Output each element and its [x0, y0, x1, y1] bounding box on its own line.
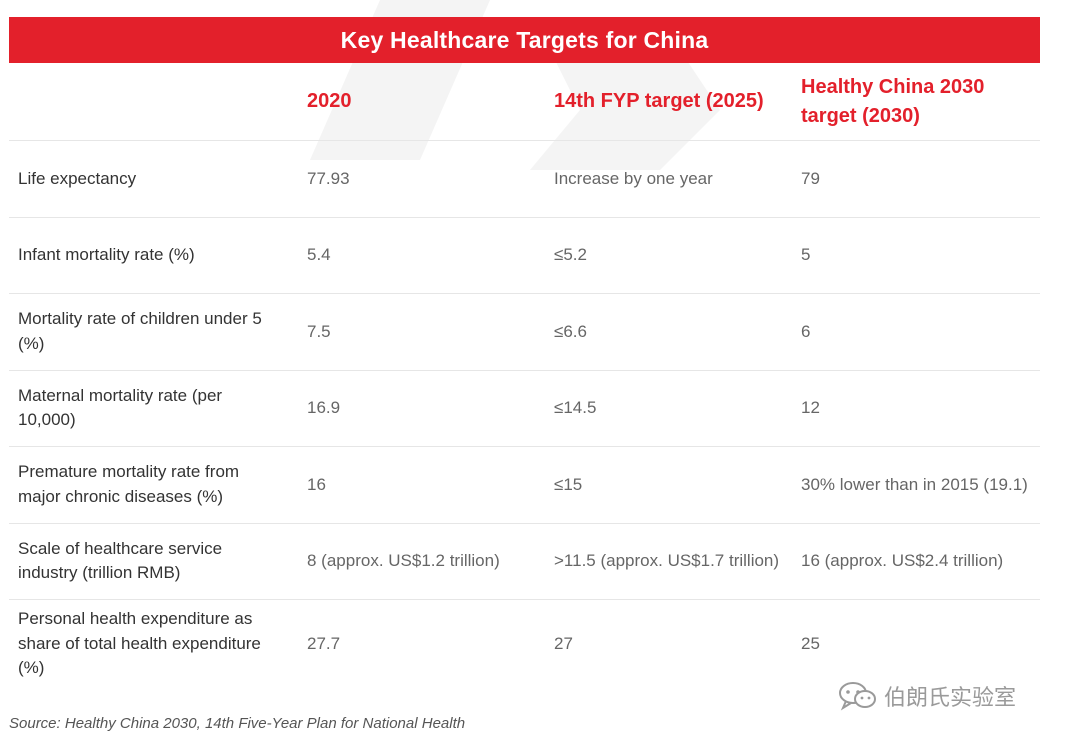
cell-2025: ≤15 — [545, 446, 792, 524]
cell-2030: 16 (approx. US$2.4 trillion) — [792, 523, 1040, 600]
row-label: Infant mortality rate (%) — [9, 217, 298, 294]
table-row: Personal health expenditure as share of … — [9, 600, 1040, 689]
cell-2020: 8 (approx. US$1.2 trillion) — [298, 523, 545, 600]
column-header-2025: 14th FYP target (2025) — [545, 63, 792, 141]
row-label: Personal health expenditure as share of … — [18, 609, 261, 678]
cell-2025: >11.5 (approx. US$1.7 trillion) — [545, 523, 792, 600]
row-label: Maternal mortality rate (per 10,000) — [9, 370, 298, 447]
wechat-icon — [839, 682, 876, 711]
cell-2020: 16.9 — [298, 370, 545, 447]
cell-2020: 5.4 — [298, 217, 545, 294]
table-row: Premature mortality rate from major chro… — [9, 446, 1040, 524]
cell-2020: 27.7 — [307, 633, 341, 653]
row-label: Scale of healthcare service industry (tr… — [9, 523, 298, 600]
column-header-2030: Healthy China 2030 target (2030) — [792, 63, 1040, 141]
title-banner: Key Healthcare Targets for China — [9, 17, 1040, 63]
table-row: Scale of healthcare service industry (tr… — [9, 523, 1040, 600]
table-row: Maternal mortality rate (per 10,000) 16.… — [9, 370, 1040, 447]
cell-2020: 77.93 — [298, 140, 545, 218]
cell-2025: ≤14.5 — [545, 370, 792, 447]
page-title: Key Healthcare Targets for China — [340, 26, 709, 53]
header-row: 2020 14th FYP target (2025) Healthy Chin… — [9, 63, 1040, 141]
column-header — [9, 63, 298, 141]
cell-2030: 6 — [792, 293, 1040, 371]
table-row: Infant mortality rate (%) 5.4 ≤5.2 5 — [9, 217, 1040, 294]
source-note: Source: Healthy China 2030, 14th Five-Ye… — [9, 715, 466, 732]
cell-2030: 5 — [792, 217, 1040, 294]
cell-2025: Increase by one year — [545, 140, 792, 218]
row-label: Life expectancy — [9, 140, 298, 218]
row-label: Premature mortality rate from major chro… — [9, 446, 298, 524]
table-row: Mortality rate of children under 5 (%) 7… — [9, 293, 1040, 371]
column-header-2020: 2020 — [298, 63, 545, 141]
cell-2020: 7.5 — [298, 293, 545, 371]
brand-name: 伯朗氏实验室 — [884, 685, 1017, 710]
cell-2030: 12 — [792, 370, 1040, 447]
cell-2025: ≤6.6 — [545, 293, 792, 371]
row-label: Mortality rate of children under 5 (%) — [9, 293, 298, 371]
cell-2030: 25 — [801, 633, 820, 653]
cell-2030: 79 — [792, 140, 1040, 218]
cell-2020: 16 — [298, 446, 545, 524]
table-row: Life expectancy 77.93 Increase by one ye… — [9, 140, 1040, 218]
brand-watermark: 伯朗氏实验室 — [838, 680, 1016, 712]
cell-2030: 30% lower than in 2015 (19.1) — [792, 446, 1040, 524]
cell-2025: 27 — [554, 633, 573, 653]
targets-table: 2020 14th FYP target (2025) Healthy Chin… — [9, 63, 1040, 688]
cell-2025: ≤5.2 — [545, 217, 792, 294]
